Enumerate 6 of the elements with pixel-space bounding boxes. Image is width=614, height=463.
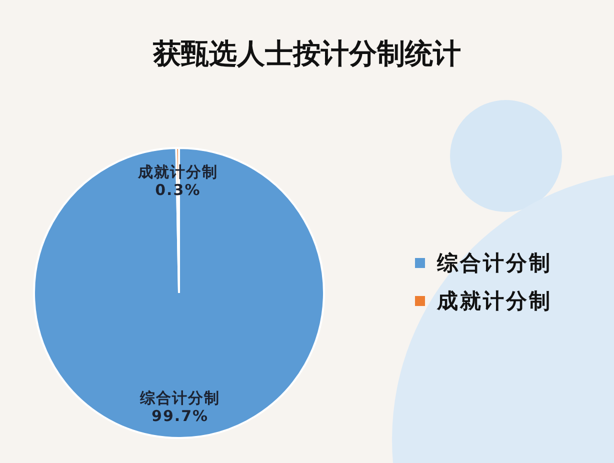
legend-label: 成就计分制 — [437, 288, 552, 315]
chart-title: 获甄选人士按计分制统计 — [152, 36, 462, 72]
data-label: 99.7% — [152, 407, 209, 426]
pie-slice — [33, 147, 325, 439]
slice-label: 综合计分制 — [139, 389, 220, 408]
legend-label: 综合计分制 — [437, 250, 552, 277]
